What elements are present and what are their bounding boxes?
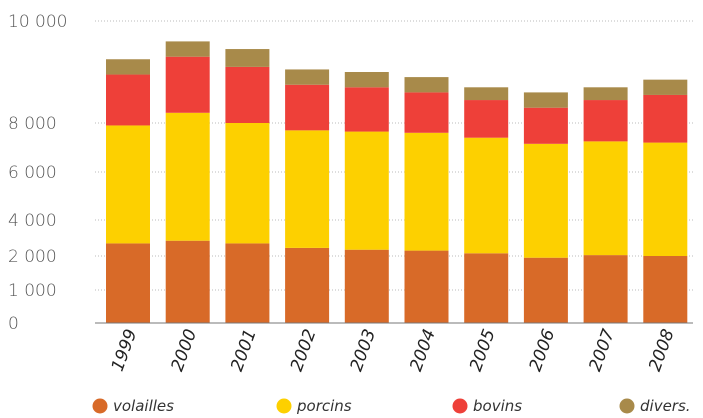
legend: volailles porcins bovins divers.	[92, 397, 691, 415]
bars	[106, 41, 688, 323]
y-axis-tick-labels: 0 1 000 2 000 4 000 6 000 8 000 10 000	[8, 12, 67, 334]
legend-label: divers.	[640, 397, 691, 415]
bar-segment-porcins-1999	[106, 125, 150, 244]
bar-segment-divers-2002	[285, 69, 330, 85]
bar-segment-bovins-2005	[464, 100, 509, 138]
bar-segment-volailles-2005	[464, 253, 509, 323]
bar-segment-bovins-2000	[165, 56, 210, 113]
bar-segment-porcins-2007	[583, 141, 628, 256]
bar-segment-divers-2005	[464, 87, 509, 101]
legend-label: bovins	[473, 397, 522, 415]
bar-segment-porcins-2008	[643, 142, 688, 256]
x-tick-label: 2004	[406, 327, 440, 374]
y-tick-label: 10 000	[8, 12, 67, 32]
bar-segment-volailles-2003	[344, 249, 389, 323]
bar-segment-volailles-2000	[165, 240, 210, 323]
y-tick-label: 8 000	[8, 114, 57, 134]
bar-segment-divers-2004	[404, 77, 449, 93]
x-tick-label: 2007	[585, 326, 619, 374]
bar-segment-bovins-2007	[583, 100, 628, 142]
bar-segment-porcins-2005	[464, 137, 509, 254]
bar-segment-volailles-2008	[643, 256, 688, 323]
bar-segment-divers-1999	[106, 59, 150, 75]
bar-segment-volailles-2007	[583, 255, 628, 323]
bar-segment-porcins-2006	[523, 143, 568, 258]
legend-swatch	[92, 398, 108, 414]
x-axis-tick-labels: 1999 2000 2001 2002 2003 2004 2005 2006 2007 2008	[108, 326, 679, 374]
legend-swatch	[452, 398, 468, 414]
bar-segment-bovins-1999	[106, 74, 150, 126]
legend-swatch	[276, 398, 292, 414]
x-tick-label: 1999	[108, 327, 142, 374]
bar-segment-bovins-2003	[344, 87, 389, 132]
x-tick-label: 2005	[466, 327, 500, 374]
bar-segment-divers-2006	[523, 92, 568, 108]
bar-segment-bovins-2008	[643, 94, 688, 143]
bar-segment-bovins-2002	[285, 84, 330, 131]
bar-segment-volailles-2002	[285, 247, 330, 323]
legend-label: porcins	[296, 397, 352, 415]
bar-segment-bovins-2006	[523, 107, 568, 144]
x-tick-label: 2000	[168, 327, 202, 374]
x-tick-label: 2002	[287, 327, 321, 374]
x-tick-label: 2008	[645, 326, 679, 374]
bar-segment-volailles-2006	[523, 257, 568, 323]
legend-swatch	[619, 398, 635, 414]
y-tick-label: 2 000	[8, 247, 57, 267]
bar-segment-porcins-2004	[404, 132, 449, 251]
bar-segment-divers-2001	[225, 49, 270, 67]
bar-segment-porcins-2000	[165, 112, 210, 241]
bar-segment-bovins-2001	[225, 66, 270, 123]
bar-segment-volailles-2001	[225, 243, 270, 323]
bar-segment-volailles-2004	[404, 250, 449, 323]
x-tick-label: 2006	[526, 326, 560, 374]
bar-segment-divers-2008	[643, 79, 688, 95]
bar-segment-porcins-2002	[285, 130, 330, 248]
x-tick-label: 2003	[347, 327, 381, 374]
bar-segment-divers-2000	[165, 41, 210, 57]
y-tick-label: 0	[8, 314, 19, 334]
bar-segment-volailles-1999	[106, 243, 150, 323]
bar-segment-bovins-2004	[404, 92, 449, 133]
y-tick-label: 1 000	[8, 281, 57, 301]
y-tick-label: 6 000	[8, 163, 57, 183]
x-tick-label: 2001	[227, 327, 261, 374]
bar-segment-divers-2003	[344, 72, 389, 88]
bar-segment-porcins-2001	[225, 123, 270, 244]
legend-label: volailles	[113, 397, 174, 415]
bar-segment-divers-2007	[583, 87, 628, 101]
bar-segment-porcins-2003	[344, 131, 389, 250]
y-tick-label: 4 000	[8, 211, 57, 231]
